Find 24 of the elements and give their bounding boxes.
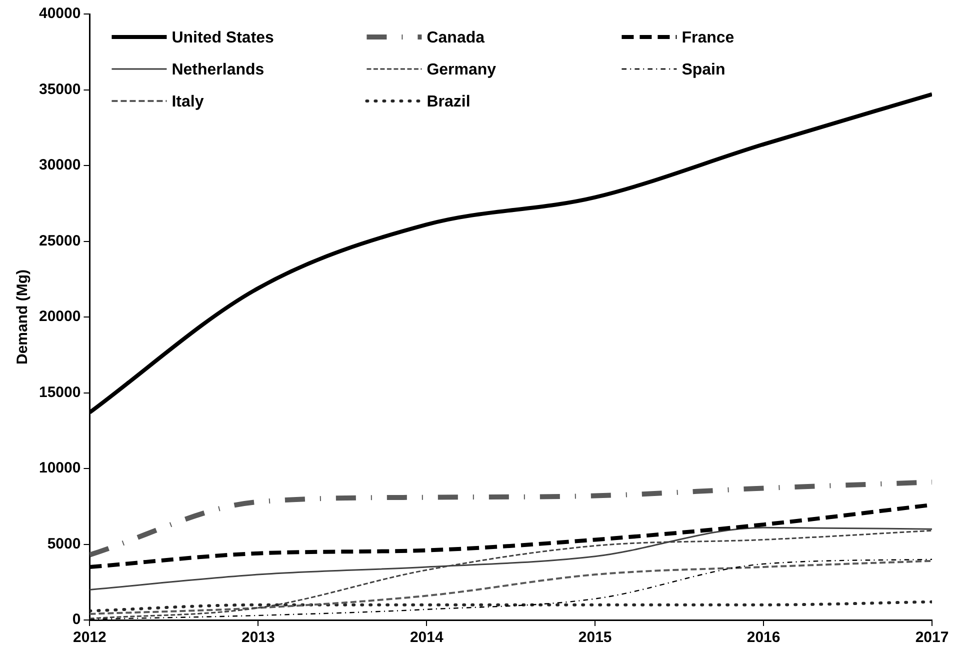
- y-tick-label: 25000: [38, 232, 81, 250]
- legend-label: France: [682, 29, 734, 46]
- x-tick-label: 2012: [73, 629, 106, 646]
- legend-label: Canada: [426, 29, 485, 46]
- legend-label: Germany: [426, 61, 496, 78]
- legend-label: Brazil: [426, 93, 470, 110]
- y-tick-label: 30000: [38, 156, 81, 174]
- y-axis-title: Demand (Mg): [14, 270, 32, 364]
- x-tick-label: 2015: [578, 629, 612, 646]
- legend-label: Netherlands: [172, 61, 264, 78]
- y-tick-label: 20000: [38, 308, 81, 326]
- y-tick-label: 40000: [38, 5, 81, 22]
- y-tick-label: 15000: [38, 384, 81, 401]
- x-tick-label: 2017: [915, 629, 949, 646]
- y-tick-label: 10000: [38, 460, 81, 477]
- y-tick-label: 0: [72, 611, 81, 628]
- legend-label: Spain: [682, 61, 726, 78]
- legend-label: Italy: [172, 93, 204, 110]
- legend-label: United States: [172, 29, 274, 46]
- x-tick-label: 2014: [410, 629, 444, 646]
- y-tick-label: 5000: [47, 535, 81, 552]
- x-tick-label: 2013: [241, 629, 275, 646]
- y-tick-label: 35000: [38, 80, 81, 98]
- x-tick-label: 2016: [746, 629, 780, 646]
